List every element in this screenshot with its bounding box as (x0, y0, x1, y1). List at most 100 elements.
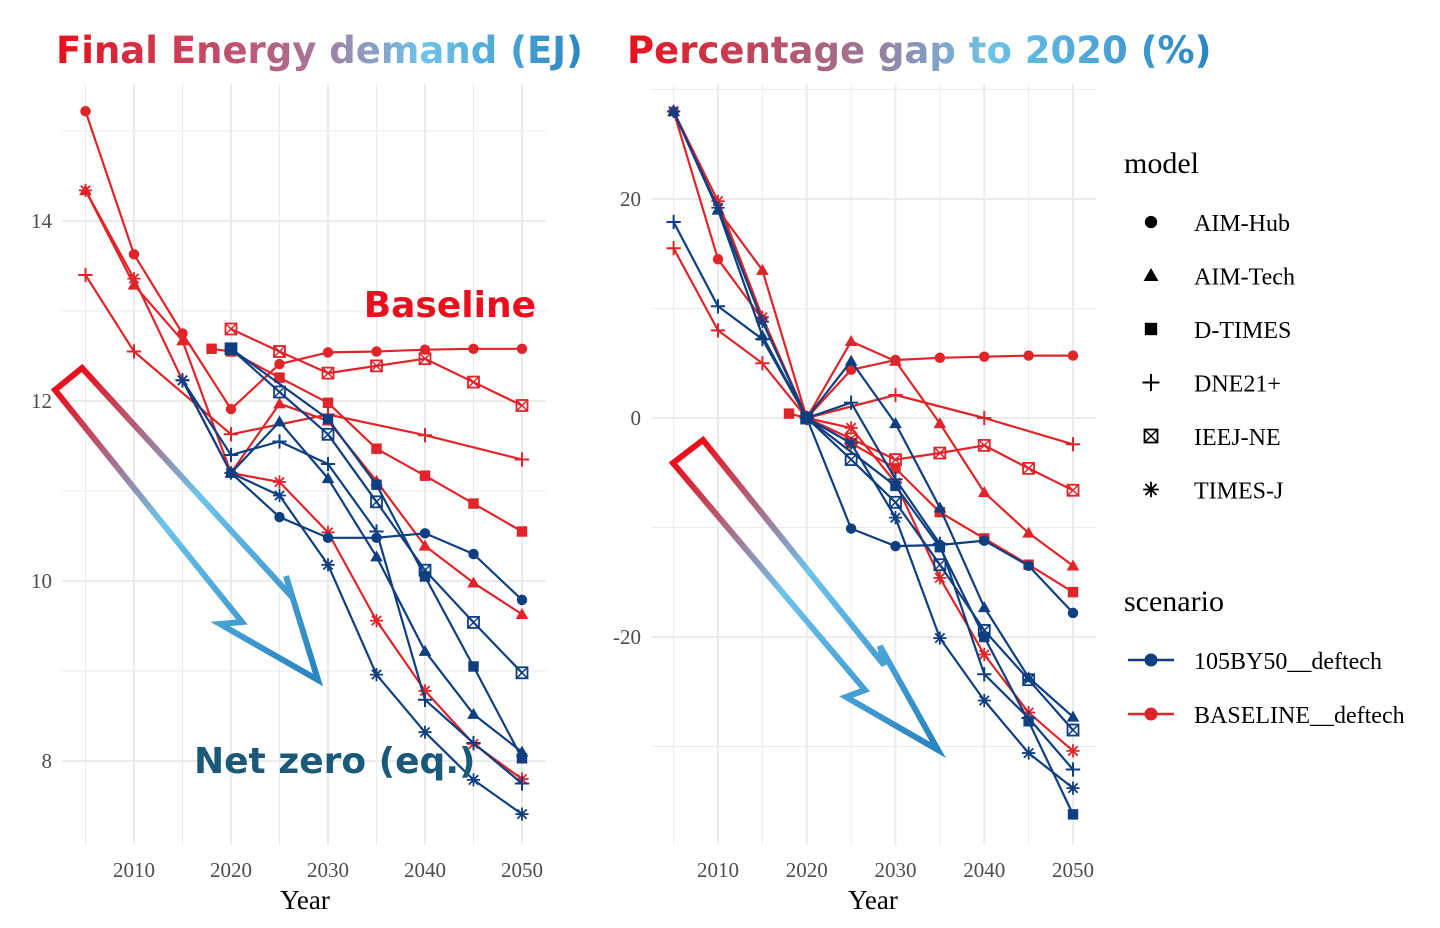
data-point (126, 344, 142, 359)
data-point (128, 249, 140, 260)
data-point (977, 601, 991, 613)
data-point (933, 558, 947, 572)
legend-model-label: IEEJ-NE (1194, 425, 1281, 451)
data-point (844, 335, 858, 347)
series-aim-hub-baseline-deftech (80, 105, 528, 415)
data-point (273, 397, 286, 409)
data-point (516, 594, 528, 606)
data-point (371, 346, 382, 357)
data-point (933, 501, 947, 513)
data-point (515, 399, 529, 412)
data-point (516, 753, 528, 764)
legend-model-label: D-TIMES (1194, 318, 1291, 344)
panel1-series-lines (78, 105, 530, 821)
panel1-gridlines (62, 84, 546, 845)
data-point (418, 684, 432, 698)
data-point (175, 373, 190, 387)
data-point (321, 472, 335, 484)
data-point (418, 352, 432, 366)
data-point (322, 532, 334, 544)
series-aim-tech-105by50-deftech (667, 105, 1080, 722)
data-point (225, 403, 237, 415)
data-point (889, 453, 902, 467)
netzero-callout: Net zero (eq.) (194, 741, 475, 782)
data-point (418, 644, 432, 656)
panel1-tick-labels: 2010 2020 2030 2040 2050 8 10 12 14 (31, 209, 543, 882)
data-point (888, 387, 903, 403)
data-point (224, 342, 238, 356)
data-point (933, 446, 947, 460)
legend-model-label: TIMES-J (1194, 479, 1283, 505)
panel2-series-lines (666, 104, 1081, 820)
data-point (800, 411, 814, 425)
data-point (1067, 350, 1079, 361)
series-times-j-105by50-deftech (667, 104, 1080, 795)
data-point (468, 548, 479, 560)
data-point (1066, 723, 1080, 737)
series-dne21-105by50-deftech (175, 373, 530, 791)
data-point (466, 735, 481, 751)
data-point (516, 343, 528, 355)
data-point (888, 511, 903, 525)
panel2-tick-labels: 2010 2020 2030 2040 2050 -20 0 20 (613, 187, 1094, 882)
data-point (371, 443, 382, 454)
data-point (1067, 586, 1079, 598)
series-line (672, 110, 1074, 752)
data-point (274, 372, 285, 383)
series-line (181, 379, 523, 785)
data-point (321, 366, 335, 380)
data-point (1067, 809, 1079, 820)
data-point (977, 667, 992, 682)
x-tick-label: 2020 (786, 858, 828, 882)
y-tick-label: 20 (620, 187, 641, 211)
legend-model-label: AIM-Tech (1194, 265, 1295, 291)
data-point (467, 576, 480, 588)
data-point (321, 525, 335, 539)
data-point (889, 417, 902, 429)
series-line (672, 221, 1074, 771)
y-tick-label: -20 (613, 625, 641, 649)
data-point (1022, 461, 1036, 475)
data-point (369, 614, 384, 628)
square-icon (1144, 322, 1158, 336)
data-point (977, 647, 991, 662)
data-point (273, 385, 286, 399)
data-point (1022, 673, 1036, 687)
asterisk-icon (1143, 481, 1159, 498)
plus-icon (1142, 374, 1160, 391)
data-point (321, 558, 335, 572)
data-point (321, 427, 335, 441)
data-point (977, 693, 991, 708)
data-point (516, 526, 528, 537)
baseline-callout: Baseline (364, 285, 536, 326)
data-point (977, 438, 991, 452)
data-point (710, 323, 726, 338)
data-point (370, 359, 383, 373)
series-line (672, 110, 1074, 789)
data-point (274, 511, 285, 523)
data-point (755, 315, 769, 329)
data-point (1022, 746, 1036, 760)
legend-model-label: AIM-Hub (1194, 211, 1290, 237)
series-ieej-ne-105by50-deftech (224, 342, 529, 680)
data-point (1065, 762, 1081, 777)
legend-scenarios: 105BY50__deftech BASELINE__deftech (1128, 649, 1405, 729)
legend-model-label: DNE21+ (1194, 372, 1281, 398)
panel2-title: Percentage gap to 2020 (%) (627, 29, 1212, 72)
data-point (466, 773, 481, 787)
data-point (844, 421, 858, 435)
x-tick-label: 2050 (501, 858, 543, 882)
data-point (890, 540, 901, 552)
legend-scenario-label: 105BY50__deftech (1194, 649, 1382, 675)
data-point (206, 343, 217, 355)
data-point (667, 104, 681, 118)
circle-icon (1144, 215, 1158, 229)
series-line (181, 379, 523, 815)
gap-decline-arrow-icon (668, 435, 946, 759)
data-point (467, 707, 480, 719)
data-point (78, 267, 93, 283)
data-point (890, 463, 901, 474)
data-point (127, 272, 141, 286)
data-point (979, 631, 990, 643)
series-ieej-ne-baseline-deftech (224, 322, 529, 412)
